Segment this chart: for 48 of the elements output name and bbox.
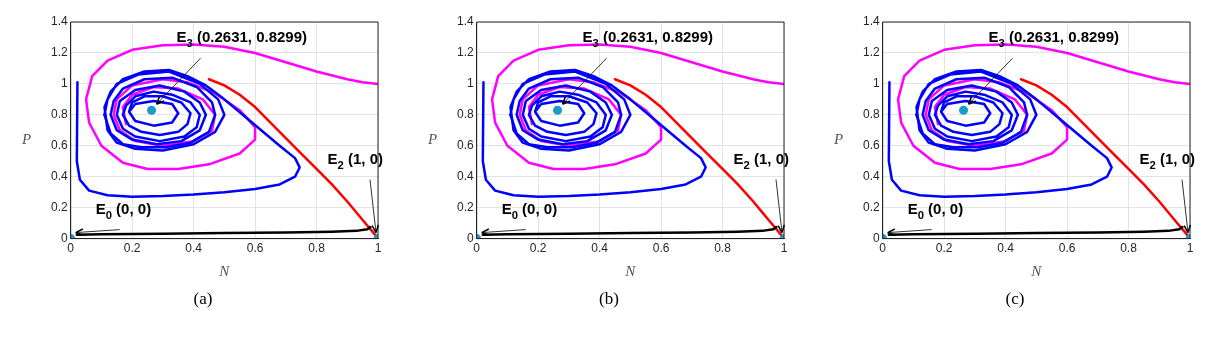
y-axis-title: P xyxy=(427,131,438,148)
y-tick-label: 0.8 xyxy=(456,107,474,122)
x-tick-label: 0.6 xyxy=(1058,241,1076,256)
x-tick-label: 0.2 xyxy=(123,241,141,256)
y-tick-label: 1.2 xyxy=(50,45,68,60)
x-tick-label: 0.2 xyxy=(529,241,547,256)
y-tick-label: 1.4 xyxy=(50,14,68,29)
x-tick-label: 0.6 xyxy=(246,241,264,256)
y-tick-label: 0 xyxy=(872,230,880,245)
y-tick-label: 1 xyxy=(872,76,880,91)
y-tick-label: 0 xyxy=(60,230,68,245)
y-tick-label: 0.4 xyxy=(50,169,68,184)
y-tick-label: 0.6 xyxy=(862,138,880,153)
x-axis-title: N xyxy=(1030,262,1043,279)
x-tick-label: 1 xyxy=(780,241,788,256)
text: (a) xyxy=(192,289,214,309)
text: (c) xyxy=(1004,289,1026,309)
x-tick-label: 0.4 xyxy=(591,241,609,256)
y-tick-label: 0.6 xyxy=(50,138,68,153)
x-tick-label: 1 xyxy=(1186,241,1194,256)
y-tick-label: 1 xyxy=(60,76,68,91)
y-tick-label: 1.2 xyxy=(456,45,474,60)
y-tick-label: 1.4 xyxy=(456,14,474,29)
y-tick-label: 1.2 xyxy=(862,45,880,60)
x-tick-label: 0.6 xyxy=(652,241,670,256)
y-tick-label: 0 xyxy=(466,230,474,245)
x-tick-label: 0.8 xyxy=(308,241,326,256)
y-tick-label: 0.4 xyxy=(862,169,880,184)
x-tick-label: 0.4 xyxy=(997,241,1015,256)
y-tick-label: 0.2 xyxy=(50,199,68,214)
x-tick-label: 0.8 xyxy=(714,241,732,256)
y-tick-label: 1.4 xyxy=(862,14,880,29)
x-axis-title: N xyxy=(218,262,231,279)
text: (b) xyxy=(598,289,620,309)
y-tick-label: 1 xyxy=(466,76,474,91)
y-tick-label: 0.8 xyxy=(50,107,68,122)
x-tick-label: 1 xyxy=(374,241,382,256)
y-tick-label: 0.2 xyxy=(862,199,880,214)
y-tick-label: 0.2 xyxy=(456,199,474,214)
y-tick-label: 0.4 xyxy=(456,169,474,184)
x-axis-title: N xyxy=(624,262,637,279)
x-tick-label: 0.4 xyxy=(185,241,203,256)
y-tick-label: 0.6 xyxy=(456,138,474,153)
y-axis-title: P xyxy=(21,131,32,148)
y-axis-title: P xyxy=(833,131,844,148)
x-tick-label: 0.8 xyxy=(1120,241,1138,256)
y-tick-label: 0.8 xyxy=(862,107,880,122)
x-tick-label: 0.2 xyxy=(935,241,953,256)
